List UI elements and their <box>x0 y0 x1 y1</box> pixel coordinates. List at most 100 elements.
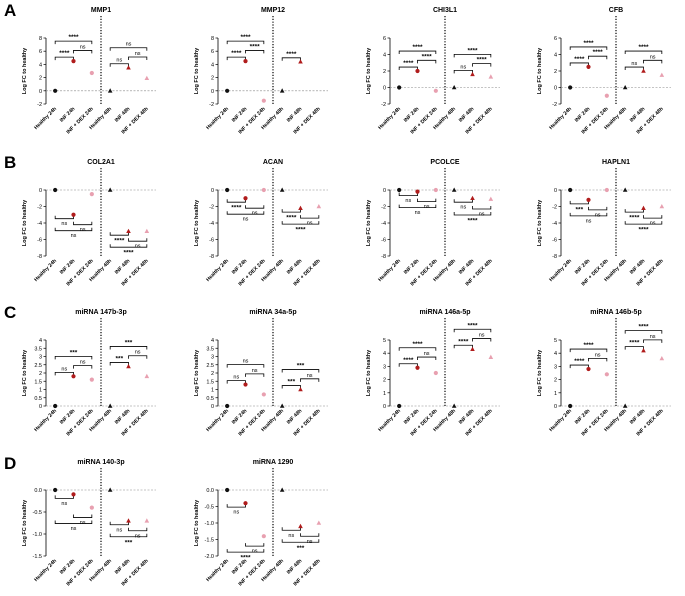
data-point <box>71 374 76 379</box>
data-point <box>415 68 420 74</box>
significance-bracket: ns <box>128 238 148 250</box>
data-point <box>568 187 573 193</box>
x-tick-label: Healthy 24h <box>377 408 402 433</box>
bracket-label: ns <box>252 549 258 555</box>
bracket-label: **** <box>403 60 414 67</box>
y-tick-label: 0 <box>39 188 42 194</box>
data-point <box>397 187 402 193</box>
y-axis-label: Log FC to healthy <box>22 199 28 246</box>
bracket-line <box>453 328 492 333</box>
bracket-line <box>281 527 301 531</box>
x-tick-label: INF 24h <box>59 558 77 576</box>
bracket-label: ns <box>71 526 77 532</box>
significance-bracket: ns <box>281 527 301 539</box>
data-point <box>261 392 266 397</box>
y-tick-label: 5 <box>383 338 386 344</box>
significance-bracket: ns <box>128 527 148 539</box>
bracket-label: **** <box>286 51 297 58</box>
y-tick-label: 4 <box>211 62 214 68</box>
significance-bracket: ns <box>54 215 74 227</box>
y-tick-label: 2.5 <box>34 363 42 369</box>
significance-bracket: ns <box>128 350 148 359</box>
x-tick-label: Healthy 24h <box>205 558 230 583</box>
y-axis-label: Log FC to healthy <box>366 199 372 246</box>
x-tick-label: Healthy 24h <box>377 258 402 283</box>
data-point <box>298 523 303 529</box>
y-tick-label: 0 <box>39 89 42 95</box>
significance-bracket: ns <box>128 51 148 61</box>
x-tick-label: Healthy 24h <box>205 408 230 433</box>
chart-mirna-147b-3p: miRNA 147b-3p 0 0.5 1 1.5 2 2.5 3 3.5 4 Log FC to … <box>22 309 156 437</box>
data-point <box>243 501 248 506</box>
y-tick-label: -6 <box>209 238 214 244</box>
bracket-label: ns <box>460 64 466 70</box>
data-point <box>470 71 475 77</box>
bracket-label: ns <box>61 501 67 507</box>
chart-title: miRNA 146b-5p <box>590 309 641 316</box>
data-point <box>279 88 285 93</box>
y-tick-label: 2 <box>383 69 386 75</box>
y-tick-label: 0 <box>554 86 557 92</box>
bracket-label: ns <box>80 520 86 526</box>
data-point <box>53 403 58 409</box>
bracket-line <box>300 215 320 219</box>
x-tick-label: INF 48h <box>458 408 476 426</box>
x-tick-label: INF 48h <box>458 106 476 124</box>
chart-title: CFB <box>609 7 623 14</box>
y-tick-label: 0 <box>211 89 214 95</box>
data-point <box>225 88 230 93</box>
bracket-label: ns <box>80 360 86 366</box>
significance-bracket: **** <box>472 57 492 67</box>
significance-bracket: **** <box>453 338 473 349</box>
y-axis-label: Log FC to healthy <box>194 47 200 94</box>
bracket-line <box>226 199 246 203</box>
significance-bracket: *** <box>54 349 93 360</box>
bracket-line <box>109 63 129 67</box>
data-point <box>488 196 494 201</box>
bracket-line <box>109 362 129 366</box>
bracket-label: ns <box>405 198 411 204</box>
bracket-line <box>245 543 265 547</box>
bracket-line <box>398 66 418 71</box>
significance-bracket: ns <box>73 221 93 233</box>
data-point <box>397 403 402 409</box>
bracket-line <box>398 192 418 197</box>
bracket-label: ns <box>307 221 313 227</box>
bracket-label: **** <box>123 250 134 257</box>
significance-bracket: ns <box>54 227 93 239</box>
bracket-line <box>588 206 608 211</box>
bracket-line <box>569 200 589 205</box>
bracket-line <box>398 204 437 209</box>
significance-bracket: **** <box>453 47 492 58</box>
y-tick-label: 6 <box>39 49 42 55</box>
significance-bracket: **** <box>624 221 663 234</box>
bracket-label: *** <box>297 545 305 552</box>
bracket-line <box>624 346 644 350</box>
significance-bracket: ns <box>73 514 93 526</box>
bracket-label: ns <box>61 366 67 372</box>
bracket-label: **** <box>231 205 242 212</box>
bracket-line <box>453 199 473 203</box>
y-tick-label: 8 <box>211 36 214 42</box>
significance-bracket: ns <box>643 334 663 343</box>
data-point <box>397 85 402 90</box>
bracket-line <box>54 371 74 376</box>
data-point <box>89 377 94 382</box>
y-tick-label: 5 <box>554 338 557 344</box>
data-point <box>144 518 150 523</box>
y-tick-label: -2 <box>37 205 42 211</box>
data-point <box>568 85 573 90</box>
data-point <box>107 187 113 192</box>
bracket-label: *** <box>125 339 133 346</box>
chart-title: miRNA 146a-5p <box>419 309 470 316</box>
y-tick-label: 2 <box>211 371 214 377</box>
y-tick-label: 1 <box>383 391 386 397</box>
bracket-label: *** <box>116 355 124 362</box>
x-tick-label: INF 48h <box>114 258 132 276</box>
data-point <box>279 487 285 492</box>
y-tick-label: 6 <box>211 49 214 55</box>
x-tick-label: INF 48h <box>114 106 132 124</box>
significance-bracket: ns <box>226 504 246 516</box>
x-tick-label: INF 48h <box>114 408 132 426</box>
